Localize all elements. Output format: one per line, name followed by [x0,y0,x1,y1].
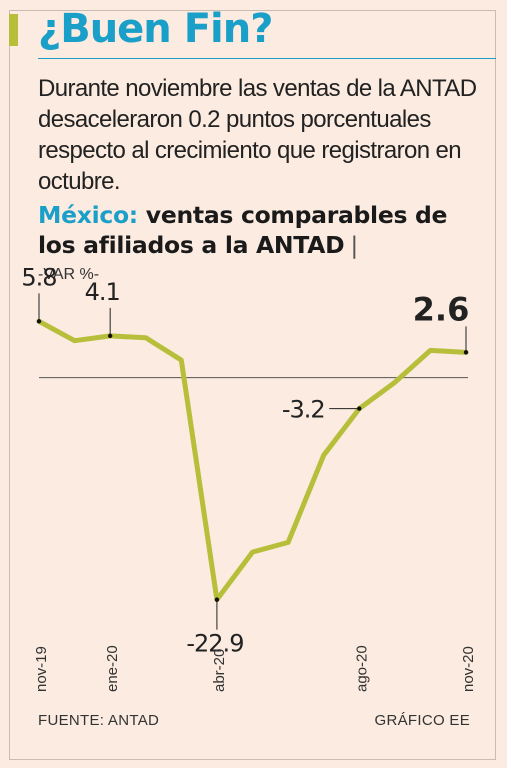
x-tick-label: abr-20 [211,649,228,692]
data-label: 5.8 [21,263,56,291]
chart-title-bar: | [350,231,358,259]
x-tick-label: ago-20 [353,645,370,692]
chart-title-highlight: México: [38,201,138,229]
credit-label: GRÁFICO EE [374,712,470,729]
data-point-marker [214,597,220,602]
intro-text: Durante noviembre las ventas de la ANTAD… [38,75,477,195]
chart-title: México: ventas comparables de los afilia… [38,200,483,260]
x-tick-label: nov-20 [460,646,477,692]
chart-frame [9,10,496,760]
data-label: 4.1 [85,278,120,306]
x-tick-label: nov-19 [33,646,50,692]
data-label: -3.2 [282,396,325,424]
data-point-marker [36,319,42,324]
unit-label: -VAR %- [38,266,100,283]
x-tick-label: ene-20 [104,645,121,692]
title-accent-bar [9,14,18,46]
data-label: -22.9 [186,630,243,658]
chart-title-rest: ventas comparables de los afiliados a la… [38,201,448,259]
data-label: 2.6 [413,290,470,328]
data-point-marker [107,333,113,339]
series-line [36,318,469,603]
data-point-marker [463,350,469,355]
source-label: FUENTE: ANTAD [38,712,160,729]
title-divider [38,58,496,59]
page-title: ¿Buen Fin? [38,6,273,52]
data-point-marker [357,406,362,411]
